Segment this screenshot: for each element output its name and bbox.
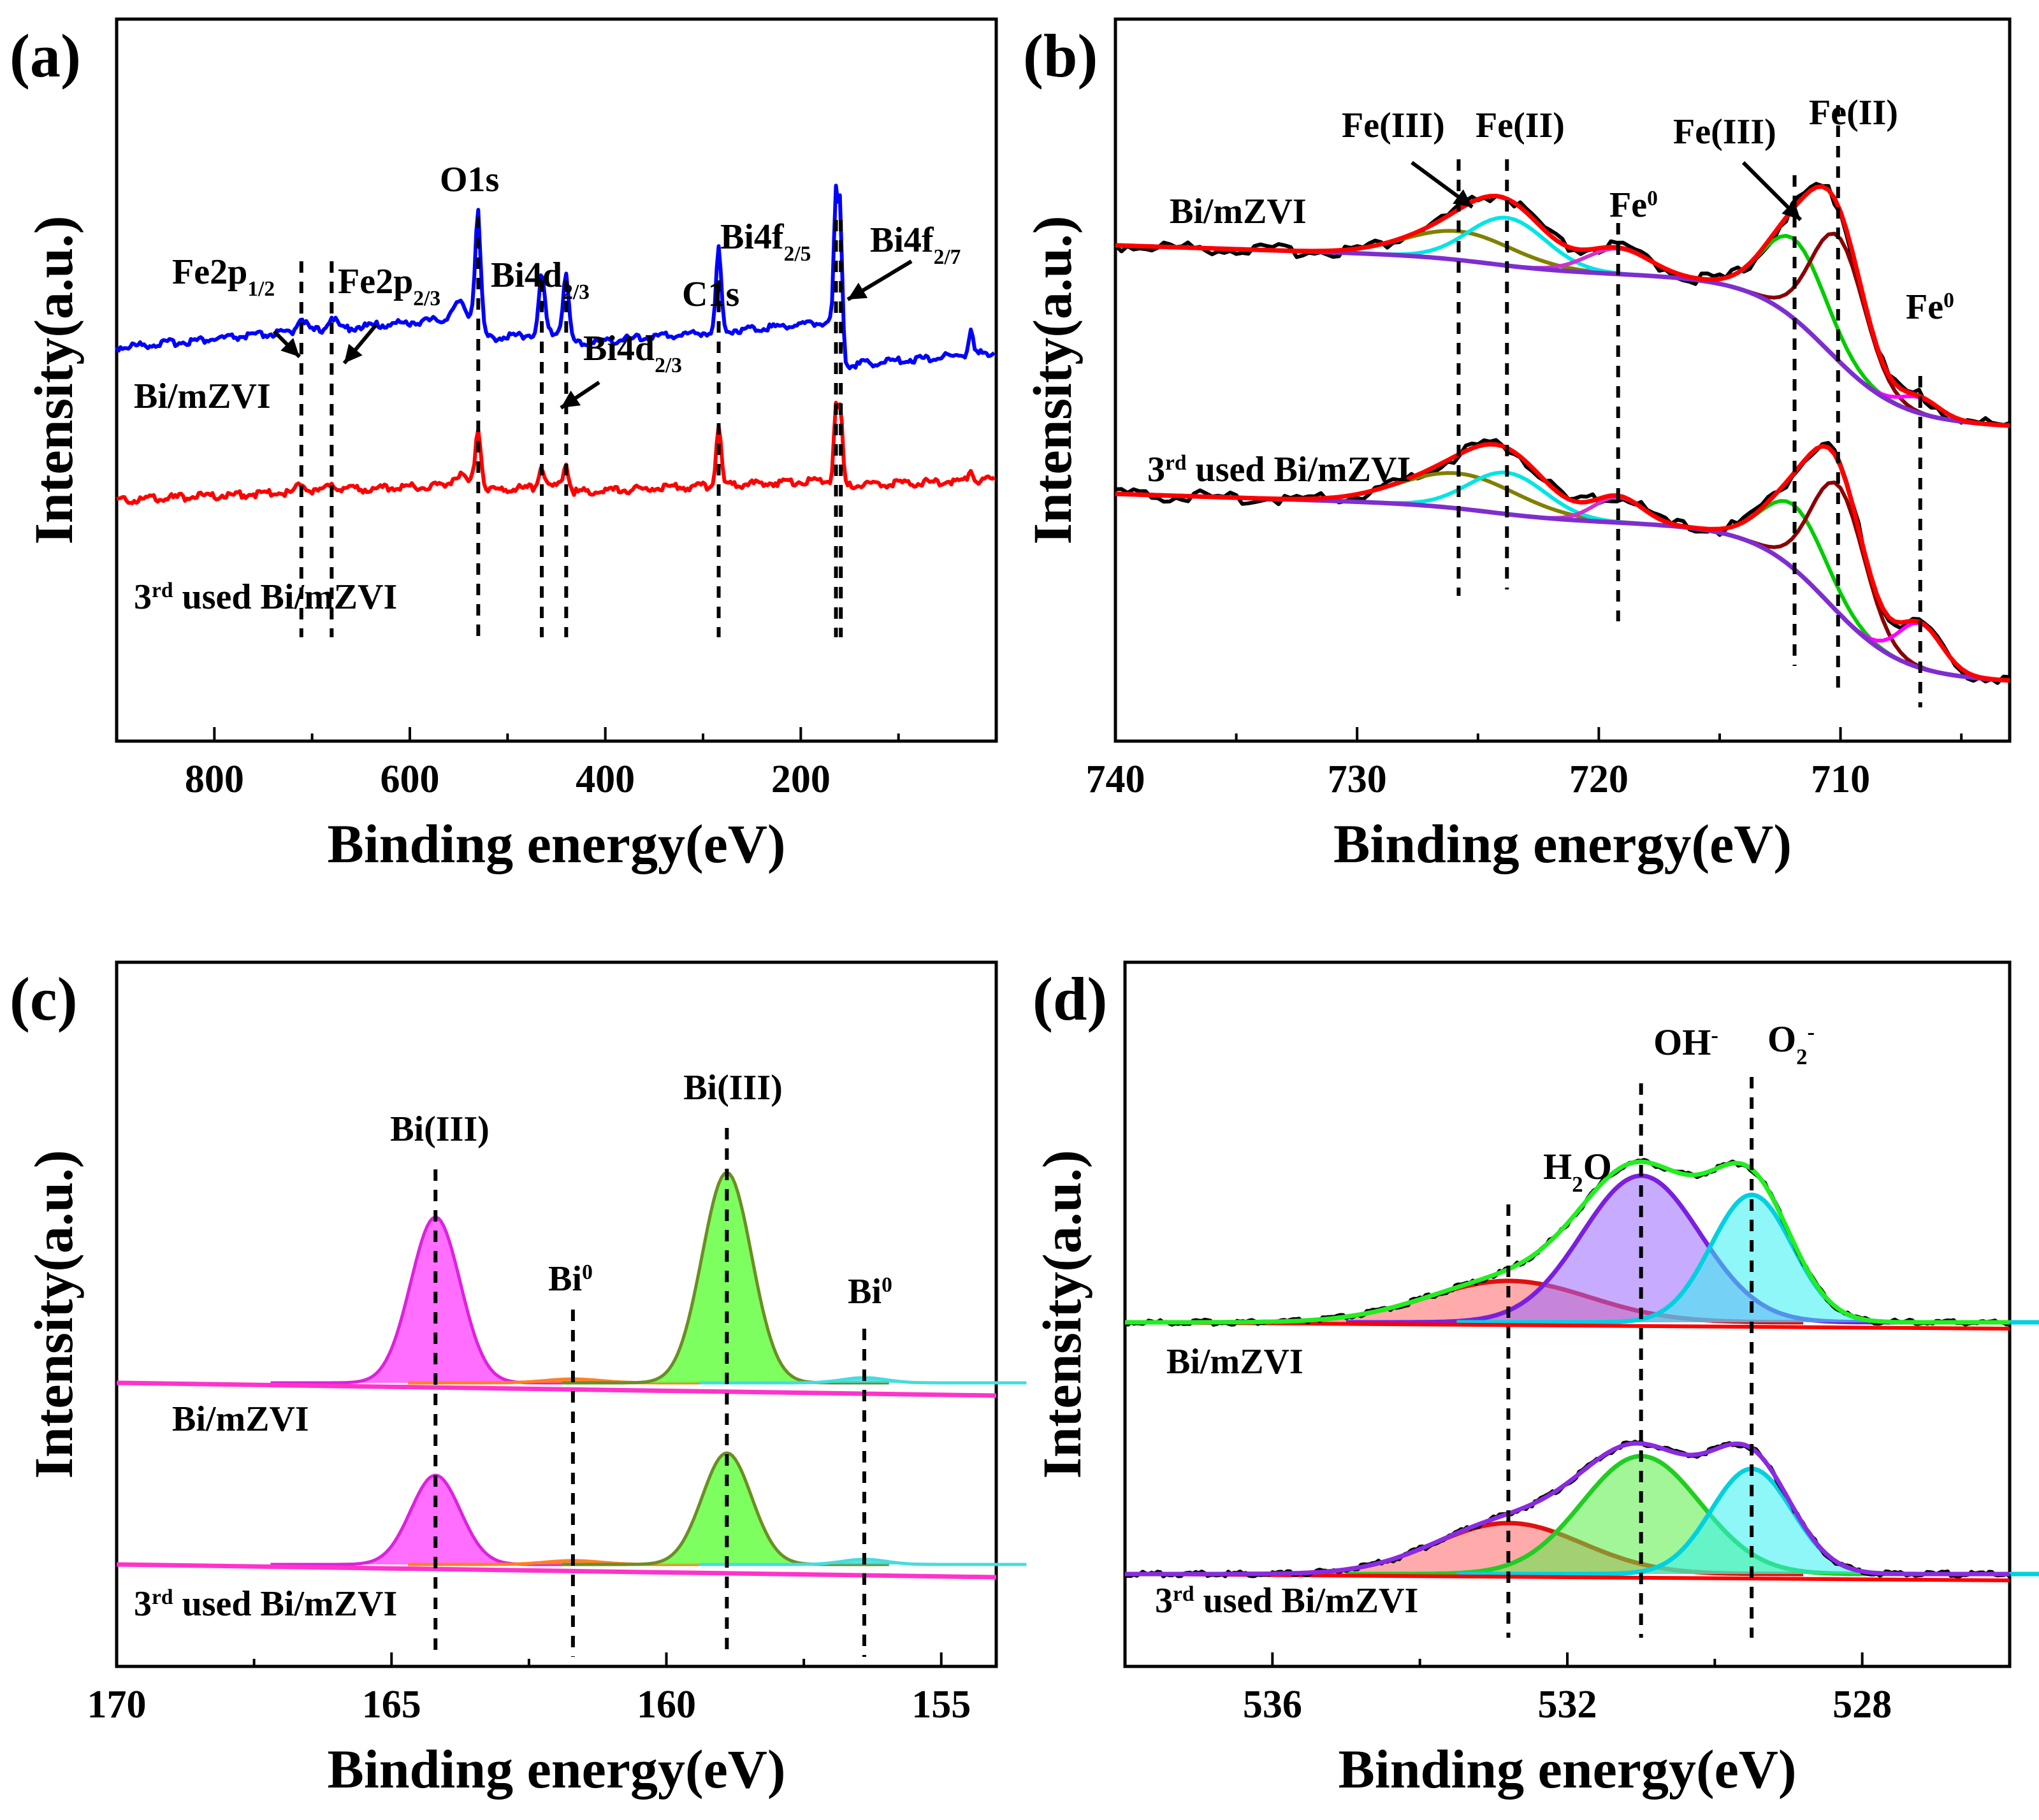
y-axis-title: Intensity(a.u.)	[1031, 1150, 1092, 1478]
fit-component-fill	[1456, 1195, 2039, 1322]
x-tick-label: 160	[637, 1683, 696, 1726]
arrow-head	[1453, 189, 1472, 207]
peak-label: Bi4f2/5	[720, 217, 811, 266]
panel-label: (a)	[10, 22, 81, 90]
peak-label: Fe(III)	[1673, 112, 1776, 152]
series-label-used: 3rd used Bi/mZVI	[134, 1584, 397, 1624]
x-axis-title: Binding energy(eV)	[1333, 813, 1792, 874]
arrow-head	[344, 343, 363, 363]
peak-label: Fe2p1/2	[172, 252, 275, 301]
fit-component	[1115, 229, 2010, 428]
peak-label: Fe0	[1609, 185, 1658, 225]
peak-label: Fe(II)	[1476, 106, 1565, 145]
x-axis-title: Binding energy(eV)	[327, 1738, 785, 1800]
plot-frame	[115, 17, 998, 743]
x-tick-label: 710	[1811, 758, 1870, 801]
panel-label: (d)	[1033, 965, 1107, 1033]
series-label-used: 3rd used Bi/mZVI	[1147, 450, 1411, 489]
x-tick-label: 165	[362, 1683, 421, 1726]
panel-d: (d) 536 532 528 Binding energy(eV) Intensity(…	[1031, 960, 2039, 1800]
x-tick-label: 155	[911, 1683, 971, 1726]
y-axis-title: Intensity(a.u.)	[23, 215, 84, 544]
peak-label: O1s	[440, 160, 499, 199]
panel-a: (a) 800 600 400 200 Binding energy(eV) Intensi…	[10, 17, 998, 874]
peak-label: Fe(III)	[1342, 106, 1445, 145]
panel-c: (c) 170 165 160 155 Binding energy(eV) Intensi…	[10, 960, 1027, 1800]
fit-component-fill	[1213, 1281, 1804, 1322]
fit-background	[116, 1380, 997, 1398]
arrow-head	[561, 390, 581, 408]
fit-envelope	[1125, 1159, 2010, 1325]
fit-background	[116, 1562, 997, 1580]
x-tick-label: 730	[1328, 758, 1387, 801]
panel-label: (b)	[1023, 22, 1098, 90]
fit-component-fill	[562, 1453, 889, 1564]
peak-label: Bi0	[848, 1272, 892, 1311]
peak-label: Fe2p2/3	[338, 262, 440, 310]
peak-label: Bi0	[548, 1259, 593, 1299]
fit-component	[1115, 231, 2010, 428]
arrow-head	[1781, 201, 1801, 220]
series-label-fresh: Bi/mZVI	[172, 1399, 309, 1439]
x-tick-label: 740	[1086, 758, 1145, 801]
peak-label: Fe0	[1906, 287, 1954, 327]
peak-label: OH-	[1653, 1022, 1718, 1063]
fit-component-fill	[1456, 1469, 2039, 1574]
peak-label: Bi4d2/3	[583, 329, 682, 377]
fit-envelope	[1125, 1441, 2010, 1577]
x-tick-label: 532	[1538, 1683, 1597, 1726]
x-tick-label: 170	[87, 1683, 147, 1726]
x-axis-title: Binding energy(eV)	[327, 813, 785, 874]
peak-label: Bi(III)	[683, 1068, 783, 1108]
series-label-fresh: Bi/mZVI	[1170, 192, 1307, 231]
x-tick-label: 800	[185, 758, 244, 801]
peak-label: H2O	[1543, 1146, 1612, 1197]
peak-label: Bi4f2/7	[870, 220, 961, 269]
peak-label: Fe(II)	[1809, 93, 1898, 133]
peak-label: Bi(III)	[390, 1109, 490, 1149]
series-label-fresh: Bi/mZVI	[134, 377, 271, 416]
peak-label: C1s	[682, 275, 739, 314]
y-axis-title: Intensity(a.u.)	[23, 1150, 84, 1478]
x-tick-label: 200	[771, 758, 831, 801]
y-axis-title: Intensity(a.u.)	[1022, 215, 1083, 544]
peak-label: O2-	[1767, 1018, 1815, 1069]
panel-label: (c)	[10, 965, 78, 1033]
series-label-used: 3rd used Bi/mZVI	[1155, 1581, 1418, 1621]
fit-envelope	[1115, 184, 2010, 428]
panel-b: (b) 740 730 720 710 Binding energy(eV) Intensi…	[1022, 17, 2012, 874]
x-tick-label: 528	[1832, 1683, 1892, 1726]
survey-curve-used	[116, 400, 996, 505]
plot-frame	[115, 960, 998, 1668]
plot-frame	[1114, 17, 2012, 743]
fit-envelope	[1115, 442, 2010, 683]
x-tick-label: 400	[576, 758, 635, 801]
peak-label: Bi4d2/3	[491, 256, 590, 304]
x-tick-label: 536	[1243, 1683, 1302, 1726]
series-label-used: 3rd used Bi/mZVI	[134, 577, 397, 617]
x-axis-title: Binding energy(eV)	[1338, 1738, 1796, 1800]
arrow-head	[848, 282, 868, 300]
fit-component-fill	[1213, 1523, 1804, 1574]
arrow-head	[280, 338, 300, 357]
series-label-fresh: Bi/mZVI	[1166, 1342, 1303, 1382]
x-tick-label: 600	[381, 758, 440, 801]
survey-curve-fresh	[115, 184, 996, 370]
x-tick-label: 720	[1569, 758, 1629, 801]
